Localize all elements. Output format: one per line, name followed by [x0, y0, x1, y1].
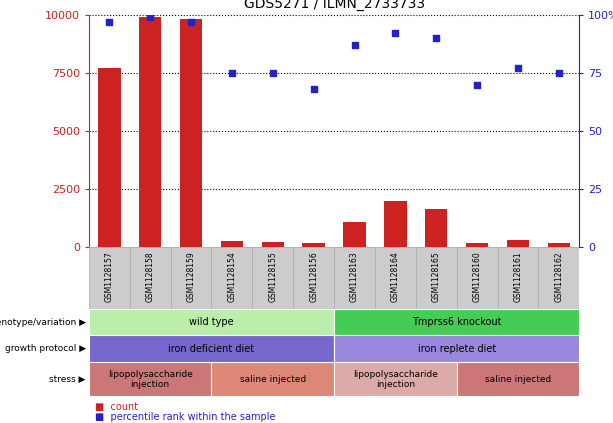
- Text: GSM1128155: GSM1128155: [268, 252, 277, 302]
- Bar: [253, 247, 293, 309]
- Text: GSM1128161: GSM1128161: [514, 252, 522, 302]
- Bar: [334, 247, 375, 309]
- Text: GSM1128158: GSM1128158: [146, 252, 154, 302]
- Text: saline injected: saline injected: [485, 375, 551, 384]
- Text: growth protocol ▶: growth protocol ▶: [5, 344, 86, 353]
- Text: stress ▶: stress ▶: [50, 375, 86, 384]
- Text: iron deficient diet: iron deficient diet: [169, 344, 254, 354]
- Bar: [384, 201, 406, 247]
- Bar: [466, 243, 489, 247]
- Bar: [498, 247, 538, 309]
- Text: wild type: wild type: [189, 317, 234, 327]
- Point: [145, 14, 155, 20]
- Point: [472, 81, 482, 88]
- Text: ■  count: ■ count: [95, 402, 138, 412]
- Text: GSM1128163: GSM1128163: [350, 252, 359, 302]
- Text: lipopolysaccharide
injection: lipopolysaccharide injection: [353, 370, 438, 389]
- Point: [309, 86, 319, 93]
- Bar: [457, 247, 498, 309]
- Point: [104, 18, 114, 25]
- Bar: [416, 247, 457, 309]
- Bar: [89, 247, 130, 309]
- Text: GSM1128154: GSM1128154: [227, 252, 237, 302]
- Bar: [507, 240, 529, 247]
- Text: GSM1128159: GSM1128159: [186, 252, 196, 302]
- Bar: [262, 242, 284, 247]
- Text: GSM1128157: GSM1128157: [105, 252, 114, 302]
- Bar: [130, 247, 170, 309]
- Bar: [343, 222, 366, 247]
- Bar: [170, 247, 211, 309]
- Bar: [139, 17, 161, 247]
- Bar: [89, 362, 211, 396]
- Point: [554, 69, 564, 76]
- Bar: [334, 309, 579, 335]
- Text: GSM1128165: GSM1128165: [432, 252, 441, 302]
- Bar: [98, 69, 121, 247]
- Title: GDS5271 / ILMN_2733733: GDS5271 / ILMN_2733733: [243, 0, 425, 11]
- Point: [186, 18, 196, 25]
- Bar: [89, 309, 334, 335]
- Bar: [89, 335, 334, 362]
- Text: iron replete diet: iron replete diet: [417, 344, 496, 354]
- Bar: [547, 243, 570, 247]
- Text: Tmprss6 knockout: Tmprss6 knockout: [412, 317, 501, 327]
- Text: GSM1128162: GSM1128162: [554, 252, 563, 302]
- Point: [349, 41, 359, 48]
- Bar: [302, 243, 325, 247]
- Text: lipopolysaccharide
injection: lipopolysaccharide injection: [108, 370, 192, 389]
- Text: saline injected: saline injected: [240, 375, 306, 384]
- Bar: [425, 209, 447, 247]
- Text: genotype/variation ▶: genotype/variation ▶: [0, 318, 86, 327]
- Bar: [211, 247, 253, 309]
- Bar: [221, 241, 243, 247]
- Point: [390, 30, 400, 37]
- Text: GSM1128160: GSM1128160: [473, 252, 482, 302]
- Text: GSM1128156: GSM1128156: [309, 252, 318, 302]
- Point: [432, 35, 441, 41]
- Bar: [211, 362, 334, 396]
- Text: GSM1128164: GSM1128164: [391, 252, 400, 302]
- Point: [513, 65, 523, 72]
- Bar: [293, 247, 334, 309]
- Point: [227, 69, 237, 76]
- Bar: [180, 19, 202, 247]
- Point: [268, 69, 278, 76]
- Bar: [334, 362, 457, 396]
- Bar: [334, 335, 579, 362]
- Bar: [375, 247, 416, 309]
- Bar: [538, 247, 579, 309]
- Bar: [457, 362, 579, 396]
- Text: ■  percentile rank within the sample: ■ percentile rank within the sample: [95, 412, 275, 422]
